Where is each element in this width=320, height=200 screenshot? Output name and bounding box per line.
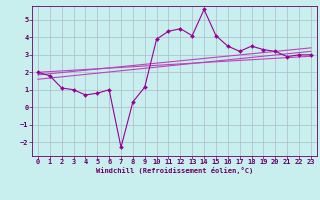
X-axis label: Windchill (Refroidissement éolien,°C): Windchill (Refroidissement éolien,°C) xyxy=(96,167,253,174)
